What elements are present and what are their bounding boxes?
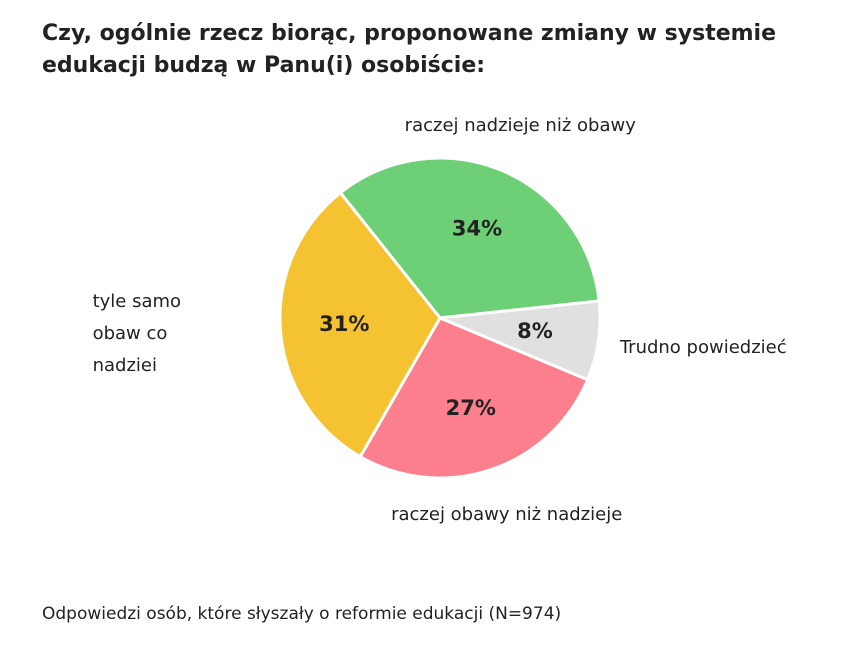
chart-title: Czy, ogólnie rzecz biorąc, proponowane z… [42,21,777,78]
pie-slice [338,156,601,320]
chart-note: Odpowiedzi osób, które słyszały o reform… [42,604,562,624]
value-label: 8% [517,319,553,343]
value-label: 31% [319,312,369,336]
category-label: tyle samo obaw co nadziei [92,290,182,376]
category-label: raczej nadzieje niż obawy [404,115,636,137]
category-label: raczej obawy niż nadzieje [391,504,623,526]
pie-slice [278,190,442,459]
value-label: 34% [452,216,502,240]
category-label: Trudno powiedzieć [619,337,787,359]
value-label: 27% [446,396,496,420]
